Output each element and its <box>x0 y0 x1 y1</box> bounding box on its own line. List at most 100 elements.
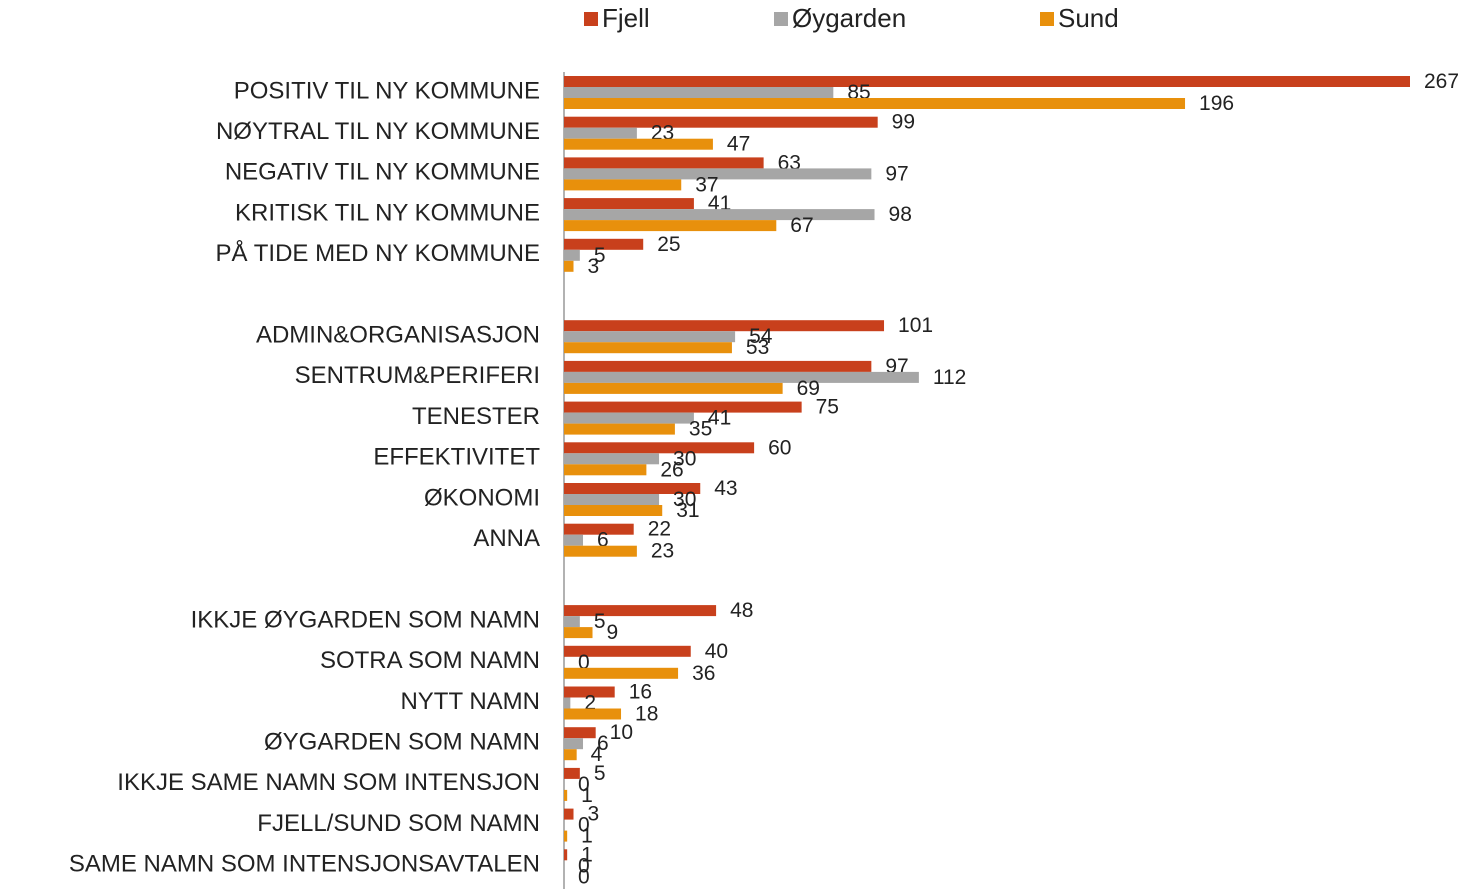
data-label: 69 <box>797 377 820 400</box>
bar <box>564 523 634 535</box>
bar <box>564 371 919 383</box>
y-tick-label: TENESTER <box>412 403 540 430</box>
data-label: 101 <box>898 314 933 337</box>
data-label: 54 <box>749 325 773 348</box>
bar <box>564 260 574 272</box>
data-label: 1 <box>581 784 593 807</box>
bar <box>564 453 660 465</box>
data-label: 75 <box>816 396 839 419</box>
data-label: 31 <box>676 499 699 522</box>
y-tick-label: IKKJE ØYGARDEN SOM NAMN <box>191 606 540 633</box>
bar <box>564 749 577 761</box>
y-tick-label: NØYTRAL TIL NY KOMMUNE <box>216 118 540 145</box>
bar <box>564 168 872 180</box>
y-tick-label: ADMIN&ORGANISASJON <box>256 322 540 349</box>
y-tick-label: NYTT NAMN <box>400 688 540 715</box>
data-label: 18 <box>635 703 658 726</box>
data-label: 6 <box>597 732 609 755</box>
bar <box>564 789 568 801</box>
bar <box>564 616 580 628</box>
bar <box>564 157 764 169</box>
bar <box>564 127 637 139</box>
bar <box>564 545 637 557</box>
data-label: 0 <box>578 773 590 796</box>
y-tick-label: SAME NAMN SOM INTENSJONSAVTALEN <box>69 851 540 878</box>
data-label: 99 <box>892 111 915 134</box>
bar <box>564 464 647 476</box>
bar <box>564 627 593 639</box>
bar <box>564 209 875 221</box>
legend-swatch <box>774 12 788 26</box>
bar <box>564 727 596 739</box>
data-label: 41 <box>708 407 731 430</box>
data-label: 3 <box>588 255 600 278</box>
data-label: 2 <box>584 692 596 715</box>
y-tick-label: PÅ TIDE MED NY KOMMUNE <box>216 239 541 267</box>
data-label: 36 <box>692 662 715 685</box>
data-label: 37 <box>695 173 718 196</box>
data-label: 16 <box>629 681 652 704</box>
data-label: 6 <box>597 529 609 552</box>
bar <box>564 423 675 435</box>
y-tick-label: ANNA <box>473 525 540 552</box>
bar <box>564 220 777 232</box>
bar <box>564 667 679 679</box>
data-label: 0 <box>578 865 590 888</box>
bar <box>564 494 660 505</box>
data-label: 22 <box>648 518 671 541</box>
bar <box>564 238 644 250</box>
data-label: 26 <box>660 458 683 481</box>
bar <box>564 382 783 394</box>
data-label: 0 <box>578 651 590 674</box>
y-tick-label: SOTRA SOM NAMN <box>320 647 540 674</box>
bar <box>564 849 568 861</box>
data-label: 0 <box>578 814 590 837</box>
data-label: 10 <box>610 721 633 744</box>
data-label: 1 <box>581 825 593 848</box>
data-label: 97 <box>885 162 908 185</box>
bar <box>564 686 615 698</box>
data-label: 98 <box>889 203 912 226</box>
bar <box>564 331 736 343</box>
bar <box>564 738 584 750</box>
bar <box>564 360 872 372</box>
bar <box>564 98 1186 109</box>
legend-label: Øygarden <box>792 3 906 33</box>
data-label: 267 <box>1424 70 1459 93</box>
data-label: 60 <box>768 436 791 459</box>
legend-swatch <box>584 12 598 26</box>
data-label: 30 <box>673 447 696 470</box>
bar <box>564 830 568 842</box>
bar <box>564 87 834 98</box>
bar <box>564 138 713 150</box>
data-label: 112 <box>933 366 966 389</box>
bar <box>564 401 802 413</box>
data-label: 25 <box>657 233 680 256</box>
y-tick-label: FJELL/SUND SOM NAMN <box>257 810 540 837</box>
bar <box>564 645 691 657</box>
data-label: 43 <box>714 477 737 500</box>
data-label: 5 <box>594 610 606 633</box>
bar <box>564 605 717 617</box>
bar <box>564 697 571 709</box>
data-label: 5 <box>594 244 606 267</box>
y-tick-label: KRITISK TIL NY KOMMUNE <box>235 199 540 226</box>
data-label: 30 <box>673 488 696 511</box>
legend-swatch <box>1040 12 1054 26</box>
y-tick-label: ØKONOMI <box>424 484 540 511</box>
data-label: 9 <box>607 621 619 644</box>
bar <box>564 249 580 261</box>
bar <box>564 534 584 546</box>
bar <box>564 198 694 210</box>
bar <box>564 442 755 454</box>
bar <box>564 179 682 191</box>
data-label: 23 <box>651 540 674 563</box>
bar <box>564 116 878 128</box>
data-label: 53 <box>746 336 769 359</box>
legend-label: Sund <box>1058 3 1119 33</box>
data-label: 47 <box>727 133 750 156</box>
bar <box>564 505 663 516</box>
y-tick-label: IKKJE SAME NAMN SOM INTENSJON <box>117 769 540 796</box>
y-tick-label: EFFEKTIVITET <box>373 444 540 471</box>
